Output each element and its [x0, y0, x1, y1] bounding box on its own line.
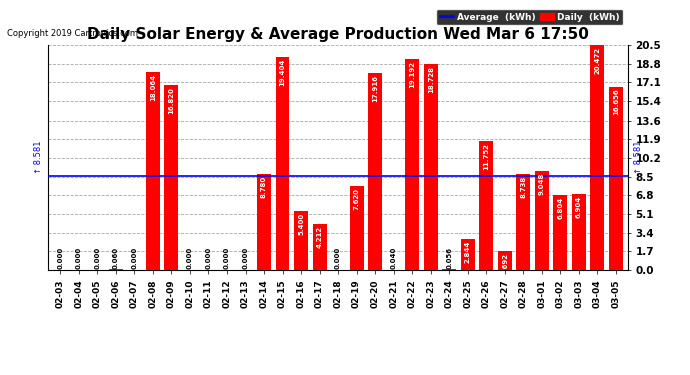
- Text: 2.844: 2.844: [465, 240, 471, 263]
- Text: 7.620: 7.620: [353, 188, 359, 210]
- Text: 19.192: 19.192: [409, 61, 415, 88]
- Text: 6.804: 6.804: [558, 197, 563, 219]
- Text: 0.000: 0.000: [224, 247, 230, 269]
- Bar: [350, 186, 364, 270]
- Bar: [405, 59, 419, 270]
- Text: 0.000: 0.000: [131, 247, 137, 269]
- Text: 4.212: 4.212: [317, 225, 323, 248]
- Text: 18.728: 18.728: [428, 66, 434, 93]
- Text: Copyright 2019 Cartronics.com: Copyright 2019 Cartronics.com: [7, 28, 138, 38]
- Bar: [275, 57, 290, 270]
- Text: 0.000: 0.000: [242, 247, 248, 269]
- Text: 8.780: 8.780: [261, 175, 267, 198]
- Bar: [553, 195, 567, 270]
- Text: ↑ 8.581: ↑ 8.581: [633, 141, 642, 174]
- Bar: [609, 87, 623, 270]
- Text: 8.738: 8.738: [520, 176, 526, 198]
- Text: 18.064: 18.064: [150, 74, 156, 100]
- Bar: [442, 269, 456, 270]
- Title: Daily Solar Energy & Average Production Wed Mar 6 17:50: Daily Solar Energy & Average Production …: [87, 27, 589, 42]
- Text: 0.056: 0.056: [446, 247, 452, 269]
- Text: 16.656: 16.656: [613, 89, 619, 116]
- Text: 6.904: 6.904: [576, 196, 582, 218]
- Bar: [257, 174, 271, 270]
- Bar: [368, 74, 382, 270]
- Text: 17.916: 17.916: [372, 75, 378, 102]
- Text: ↑ 8.581: ↑ 8.581: [34, 141, 43, 174]
- Bar: [164, 86, 179, 270]
- Text: 9.048: 9.048: [539, 172, 545, 195]
- Text: 19.404: 19.404: [279, 58, 286, 86]
- Text: 16.820: 16.820: [168, 87, 175, 114]
- Text: 20.472: 20.472: [594, 47, 600, 74]
- Bar: [461, 239, 475, 270]
- Text: 0.060: 0.060: [113, 247, 119, 269]
- Bar: [146, 72, 160, 270]
- Bar: [591, 45, 604, 270]
- Legend: Average  (kWh), Daily  (kWh): Average (kWh), Daily (kWh): [436, 9, 623, 25]
- Text: 0.000: 0.000: [95, 247, 100, 269]
- Text: 0.000: 0.000: [206, 247, 211, 269]
- Bar: [497, 251, 512, 270]
- Bar: [424, 64, 437, 270]
- Text: 1.692: 1.692: [502, 253, 508, 275]
- Text: 0.000: 0.000: [76, 247, 82, 269]
- Text: 0.000: 0.000: [335, 247, 341, 269]
- Text: 5.400: 5.400: [298, 212, 304, 235]
- Bar: [516, 174, 530, 270]
- Bar: [535, 171, 549, 270]
- Bar: [313, 224, 326, 270]
- Text: 0.000: 0.000: [187, 247, 193, 269]
- Text: 0.040: 0.040: [391, 247, 397, 269]
- Bar: [109, 269, 123, 270]
- Bar: [294, 211, 308, 270]
- Bar: [572, 194, 586, 270]
- Bar: [480, 141, 493, 270]
- Text: 0.000: 0.000: [57, 247, 63, 269]
- Text: 11.752: 11.752: [483, 142, 489, 170]
